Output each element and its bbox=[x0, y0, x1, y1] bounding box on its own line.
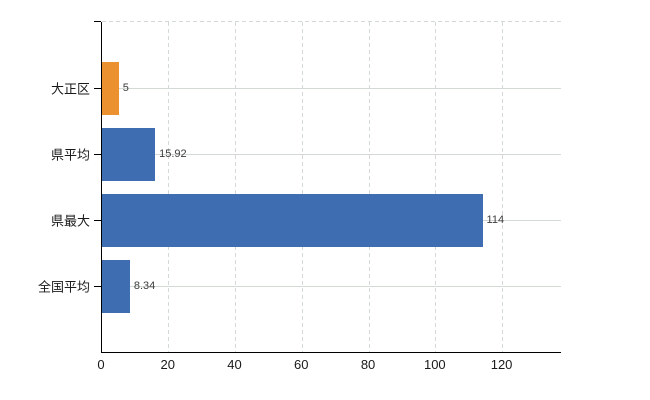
x-tick-label: 20 bbox=[160, 357, 175, 372]
y-gridline bbox=[102, 153, 561, 155]
x-gridline bbox=[368, 22, 370, 352]
y-axis-tick bbox=[94, 153, 101, 155]
x-tick-label: 40 bbox=[227, 357, 242, 372]
plot-area: 5 15.92 114 8.34 bbox=[94, 21, 561, 353]
x-gridline bbox=[435, 22, 437, 352]
y-axis-category-labels: 大正区県平均県最大全国平均 bbox=[0, 22, 90, 352]
x-tick-label: 120 bbox=[490, 357, 513, 372]
value-label: 114 bbox=[486, 214, 505, 226]
category-label: 県平均 bbox=[50, 147, 90, 163]
x-gridline bbox=[168, 22, 170, 352]
x-tick-label: 0 bbox=[97, 357, 105, 372]
value-label: 15.92 bbox=[159, 148, 187, 160]
x-gridline bbox=[235, 22, 237, 352]
y-axis-tick bbox=[94, 219, 101, 221]
y-axis-top-tick bbox=[94, 21, 101, 22]
bar-2 bbox=[102, 127, 156, 181]
y-axis-tick bbox=[94, 87, 101, 89]
plot-top-border bbox=[102, 21, 561, 22]
x-axis-tick-labels: 0 20 40 60 80 100 120 bbox=[97, 357, 560, 377]
bar-4 bbox=[102, 259, 130, 313]
category-label: 県最大 bbox=[50, 213, 90, 229]
bar-3 bbox=[102, 193, 483, 247]
category-label: 大正区 bbox=[50, 81, 90, 97]
category-label: 全国平均 bbox=[37, 279, 90, 295]
x-gridline bbox=[301, 22, 303, 352]
y-gridline bbox=[102, 285, 561, 287]
x-gridline bbox=[502, 22, 504, 352]
y-axis-tick bbox=[94, 285, 101, 287]
y-gridline bbox=[102, 87, 561, 89]
x-tick-label: 100 bbox=[423, 357, 446, 372]
x-tick-label: 80 bbox=[360, 357, 376, 372]
value-label: 8.34 bbox=[133, 280, 156, 292]
x-tick-label: 60 bbox=[294, 357, 309, 372]
bar-1 bbox=[102, 61, 119, 115]
value-label: 5 bbox=[122, 82, 129, 94]
